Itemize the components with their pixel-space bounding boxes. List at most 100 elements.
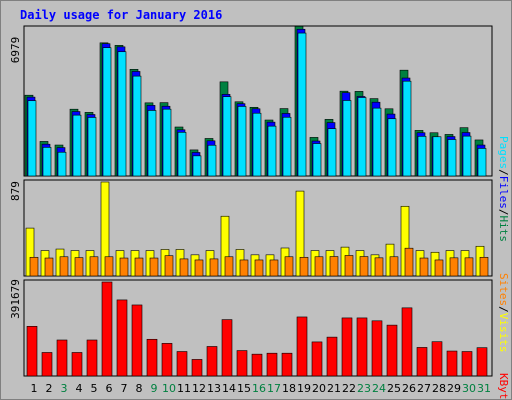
kbytes-bar [236, 350, 248, 377]
pages-bar [447, 139, 457, 177]
kbytes-bar [206, 346, 218, 377]
kbytes-bar [341, 317, 353, 377]
pages-bar [462, 135, 472, 177]
pages-bar [342, 100, 352, 177]
sites-bar [374, 257, 384, 277]
legend-sites: Sites [497, 273, 510, 306]
sites-bar [419, 257, 429, 277]
bottom-legend: KBytes [497, 373, 510, 400]
top-max-label: 6979 [9, 37, 22, 64]
kbytes-bar [176, 351, 188, 377]
pages-bar [372, 107, 382, 177]
kbytes-bar [326, 336, 338, 377]
sites-bar [59, 256, 69, 277]
day-label: 18 [282, 382, 296, 395]
pages-bar [132, 75, 142, 177]
pages-bar [387, 118, 397, 177]
day-label: 1 [31, 382, 38, 395]
legend-pages: Pages [497, 136, 510, 169]
sites-bar [344, 255, 354, 277]
kbytes-bar [131, 304, 143, 377]
day-label: 2 [46, 382, 53, 395]
sites-bar [164, 255, 174, 277]
pages-bar [252, 112, 262, 177]
sites-bar [479, 256, 489, 277]
pages-bar [57, 151, 67, 177]
pages-bar [357, 97, 367, 177]
sites-bar [464, 257, 474, 277]
chart-title: Daily usage for January 2016 [20, 8, 222, 22]
kbytes-bar [26, 326, 38, 377]
sites-bar [104, 256, 114, 277]
sites-bar [89, 256, 99, 277]
sites-bar [449, 257, 459, 277]
pages-bar [162, 108, 172, 177]
day-label: 30 [462, 382, 476, 395]
sites-bar [254, 259, 264, 277]
day-label: 26 [402, 382, 416, 395]
pages-bar [312, 143, 322, 177]
top-legend: Pages/Files/Hits [497, 136, 510, 242]
day-label: 28 [432, 382, 446, 395]
bottom-max-label: 391679 [9, 279, 22, 319]
kbytes-bar [146, 338, 158, 377]
day-label: 29 [447, 382, 461, 395]
kbytes-bar [416, 347, 428, 377]
day-label: 10 [162, 382, 176, 395]
pages-bar [417, 136, 427, 177]
kbytes-bar [461, 351, 473, 377]
kbytes-bar [476, 347, 488, 377]
pages-bar [87, 117, 97, 177]
pages-bar [102, 47, 112, 177]
kbytes-bar [251, 353, 263, 377]
pages-bar [192, 155, 202, 177]
sites-bar [239, 259, 249, 277]
sites-bar [404, 247, 414, 277]
pages-bar [222, 96, 232, 177]
sites-bar [194, 259, 204, 277]
day-label: 6 [106, 382, 113, 395]
day-label: 3 [61, 382, 68, 395]
kbytes-bar [356, 317, 368, 377]
day-label: 5 [91, 382, 98, 395]
kbytes-bar [296, 316, 308, 377]
sites-bar [179, 258, 189, 277]
kbytes-bar [86, 339, 98, 377]
kbytes-bar [56, 339, 68, 377]
sites-bar [209, 258, 219, 277]
kbytes-bar [401, 307, 413, 377]
sites-bar [269, 259, 279, 277]
kbytes-bar [311, 341, 323, 377]
sites-bar [299, 256, 309, 277]
pages-bar [327, 128, 337, 177]
sites-bar [134, 257, 144, 277]
legend-sep: / [497, 306, 510, 313]
day-label: 25 [387, 382, 401, 395]
middle-legend: Sites/Visits [497, 273, 510, 353]
day-label: 22 [342, 382, 356, 395]
legend-visits: Visits [497, 313, 510, 353]
pages-bar [282, 116, 292, 177]
sites-bar [434, 259, 444, 277]
day-label: 31 [477, 382, 491, 395]
kbytes-bar [116, 299, 128, 377]
pages-bar [297, 32, 307, 177]
pages-bar [42, 147, 52, 177]
pages-bar [177, 132, 187, 177]
sites-bar [29, 256, 39, 277]
day-label: 17 [267, 382, 281, 395]
kbytes-bar [371, 320, 383, 377]
day-label: 14 [222, 382, 236, 395]
kbytes-bar [161, 343, 173, 377]
kbytes-bar [221, 319, 233, 377]
day-label: 13 [207, 382, 221, 395]
day-label: 19 [297, 382, 311, 395]
pages-bar [117, 51, 127, 177]
day-label: 20 [312, 382, 326, 395]
sites-bar [359, 256, 369, 277]
legend-files: Files [497, 176, 510, 209]
kbytes-bar [386, 324, 398, 377]
day-label: 11 [177, 382, 191, 395]
sites-bar [44, 257, 54, 277]
pages-bar [267, 125, 277, 177]
